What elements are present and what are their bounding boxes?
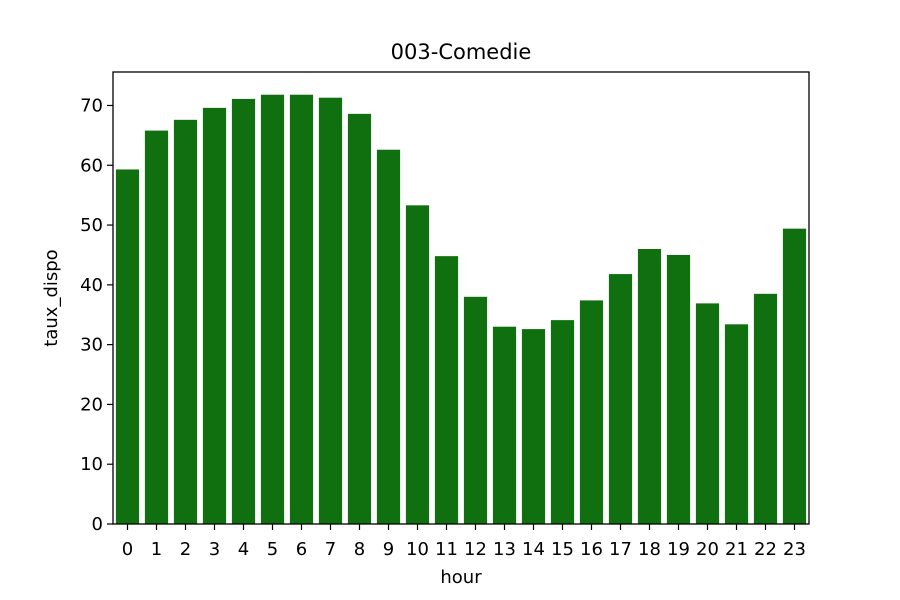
plot-frame — [112, 71, 810, 525]
x-tick-label: 14 — [522, 539, 545, 560]
x-tick-label: 3 — [209, 539, 220, 560]
x-tick-label: 18 — [638, 539, 661, 560]
bar-hour-15 — [550, 320, 575, 524]
x-tick-label: 1 — [151, 539, 162, 560]
bar-hour-19 — [666, 254, 691, 524]
bar-hour-7 — [318, 97, 343, 525]
x-tick-label: 9 — [383, 539, 394, 560]
bar-hour-6 — [289, 94, 314, 524]
bar-hour-20 — [695, 303, 720, 524]
x-tick-label: 17 — [609, 539, 632, 560]
y-axis-label: taux_dispo — [41, 249, 62, 346]
x-tick-label: 12 — [464, 539, 487, 560]
y-tick-label: 60 — [80, 155, 103, 176]
bar-hour-17 — [608, 274, 633, 524]
x-axis-label: hour — [440, 567, 482, 588]
bar-hour-10 — [405, 205, 430, 524]
y-tick-label: 40 — [80, 275, 103, 296]
y-axis-ticks: 0 10 20 30 40 50 60 70 — [80, 95, 113, 535]
x-tick-label: 4 — [238, 539, 249, 560]
x-tick-label: 21 — [725, 539, 748, 560]
x-tick-label: 16 — [580, 539, 603, 560]
bar-hour-23 — [782, 228, 807, 524]
x-tick-label: 2 — [180, 539, 191, 560]
x-tick-label: 23 — [783, 539, 806, 560]
x-tick-label: 22 — [754, 539, 777, 560]
y-tick-label: 10 — [80, 454, 103, 475]
bar-hour-13 — [492, 326, 517, 524]
bar-hour-21 — [724, 324, 749, 524]
x-tick-label: 6 — [296, 539, 307, 560]
bar-hour-11 — [434, 256, 459, 524]
y-tick-label: 50 — [80, 215, 103, 236]
y-tick-label: 30 — [80, 335, 103, 356]
x-tick-label: 8 — [354, 539, 365, 560]
x-tick-label: 0 — [122, 539, 133, 560]
y-tick-label: 0 — [92, 514, 103, 535]
x-tick-label: 11 — [435, 539, 458, 560]
bar-hour-9 — [376, 149, 401, 525]
bar-hour-0 — [115, 169, 140, 525]
bar-hour-2 — [173, 119, 198, 524]
y-tick-label: 20 — [80, 394, 103, 415]
x-tick-label: 10 — [406, 539, 429, 560]
y-tick-label: 70 — [80, 95, 103, 116]
x-tick-label: 13 — [493, 539, 516, 560]
x-tick-label: 19 — [667, 539, 690, 560]
bars-group — [115, 94, 807, 525]
bar-hour-18 — [637, 248, 662, 524]
bar-hour-14 — [521, 329, 546, 524]
bar-hour-22 — [753, 293, 778, 524]
bar-hour-1 — [144, 130, 169, 524]
x-tick-label: 20 — [696, 539, 719, 560]
bar-hour-8 — [347, 113, 372, 524]
x-axis-ticks: 0 1 2 3 4 5 6 7 8 9 10 11 12 13 14 15 16 17 18 19 20 21 22 23 — [122, 524, 806, 560]
chart-title: 003-Comedie — [391, 40, 532, 64]
bar-hour-16 — [579, 300, 604, 524]
x-tick-label: 5 — [267, 539, 278, 560]
bar-hour-3 — [202, 107, 227, 524]
bar-hour-12 — [463, 296, 488, 524]
x-tick-label: 15 — [551, 539, 574, 560]
bar-hour-5 — [260, 94, 285, 524]
x-tick-label: 7 — [325, 539, 336, 560]
bar-hour-4 — [231, 98, 256, 525]
